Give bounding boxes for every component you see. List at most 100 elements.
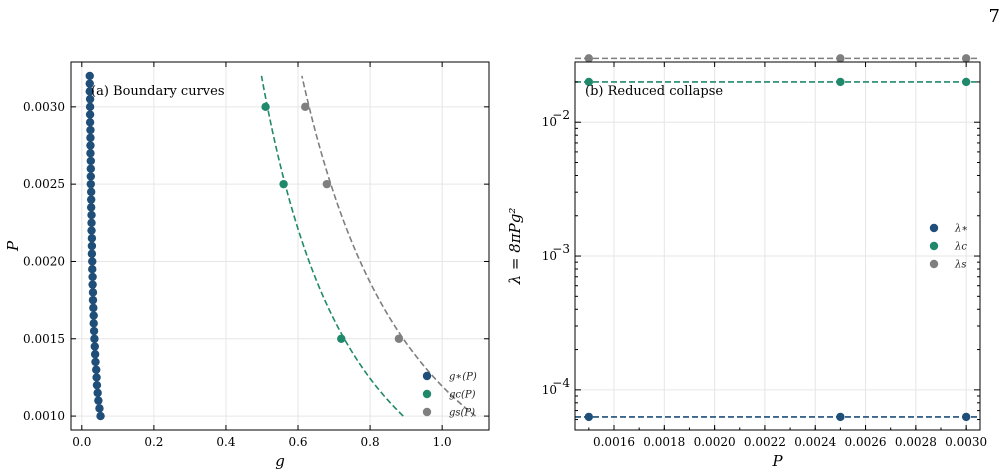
series-star-point <box>90 334 99 343</box>
x-tick-label: 0.0030 <box>945 435 987 449</box>
legend-label-star: λ∗ <box>954 224 968 235</box>
y-tick-exponent: −4 <box>552 376 570 390</box>
x-tick-label: 0.8 <box>361 435 380 449</box>
series-star-point <box>96 411 105 421</box>
series-star-point <box>90 350 100 359</box>
series-c-point <box>337 334 346 343</box>
legend-label-c: gc(P) <box>449 390 476 401</box>
series-star-point <box>86 195 96 204</box>
plot-area <box>85 71 476 421</box>
series-star-point <box>584 412 594 422</box>
series-star-point <box>89 326 99 336</box>
series-star-point <box>87 234 97 243</box>
series-star-point <box>86 149 95 158</box>
y-axis-label: P <box>4 240 22 252</box>
series-s-point <box>394 334 404 343</box>
x-axis-label: g <box>275 452 285 470</box>
series-c-point <box>961 77 971 87</box>
series-star-point <box>88 257 97 266</box>
series-star-point <box>836 412 845 422</box>
series-c-curve <box>260 75 404 417</box>
panel-b-reduced-collapse: 0.0016 0.0018 0.0020 0.0022 0.0024 0.0026 0.00… <box>506 54 987 470</box>
series-star-point <box>91 357 100 367</box>
series-star-point <box>92 373 101 382</box>
series-star-point <box>88 295 98 305</box>
series-star-point <box>88 288 98 297</box>
axes-frame <box>574 61 981 431</box>
x-tick-label: 0.0018 <box>643 435 685 449</box>
y-tick-exponent: −3 <box>552 242 570 256</box>
legend-marker-s <box>422 407 432 417</box>
axes-frame <box>70 61 490 431</box>
x-tick-label: 1.0 <box>433 435 452 449</box>
panel-title: (b) Reduced collapse <box>585 84 723 99</box>
series-c-point <box>836 77 845 87</box>
x-tick-label: 0.0026 <box>845 435 887 449</box>
series-star-point <box>90 342 99 351</box>
x-tick-label: 0.0 <box>72 435 91 449</box>
series-star-point <box>88 272 97 282</box>
legend-marker-s <box>929 259 939 269</box>
series-star-point <box>86 203 96 212</box>
series-star-point <box>85 79 94 88</box>
y-tick-label: 10 <box>542 249 557 263</box>
y-tick-exponent: −2 <box>552 108 570 122</box>
y-tick-label: 0.0015 <box>23 332 65 346</box>
series-star-point <box>86 172 96 181</box>
x-tick-label: 0.0016 <box>593 435 635 449</box>
x-tick-label: 0.0028 <box>895 435 937 449</box>
series-star-point <box>92 380 102 390</box>
series-s-point <box>961 54 971 63</box>
series-c-point <box>261 102 270 112</box>
series-star-point <box>85 94 95 104</box>
series-star-point <box>86 141 95 150</box>
x-tick-label: 0.0024 <box>794 435 836 449</box>
series-star-point <box>87 210 96 220</box>
series-star-point <box>961 412 971 422</box>
series-s-point <box>836 54 845 63</box>
legend-label-c: λc <box>954 242 967 253</box>
y-axis-label: λ = 8πPg² <box>506 208 524 286</box>
y-tick-label: 10 <box>542 383 557 397</box>
series-star-point <box>88 280 97 289</box>
series-star-point <box>85 87 94 96</box>
legend-marker-c <box>929 241 939 251</box>
legend-label-s: λs <box>954 260 966 271</box>
legend-label-s: gs(P) <box>449 408 475 419</box>
series-star-point <box>89 319 98 328</box>
legend-marker-star <box>929 223 939 233</box>
x-tick-label: 0.6 <box>288 435 307 449</box>
series-s-point <box>301 102 310 112</box>
series-s-curve <box>301 75 476 417</box>
panel-title: (a) Boundary curves <box>91 84 225 99</box>
series-s-point <box>322 179 332 189</box>
series-star-point <box>89 311 98 320</box>
series-star-point <box>86 179 96 189</box>
series-star-point <box>86 133 95 142</box>
legend-marker-c <box>422 389 432 399</box>
series-star-point <box>95 404 104 413</box>
series-star-point <box>85 110 95 119</box>
y-tick-label: 0.0020 <box>23 254 65 268</box>
legend-marker-star <box>422 371 432 381</box>
series-star-point <box>87 249 97 258</box>
y-tick-label: 0.0010 <box>23 409 65 423</box>
series-star-point <box>86 156 96 166</box>
series-c-point <box>279 179 288 189</box>
series-star-point <box>85 71 94 81</box>
series-star-point <box>92 365 101 374</box>
series-star-point <box>87 241 97 251</box>
panel-a-boundary-curves: 0.0 0.2 0.4 0.6 0.8 1.0 0.0010 0.0015 0.0020 0.00… <box>4 61 490 470</box>
x-tick-label: 0.2 <box>144 435 163 449</box>
series-star-point <box>87 218 96 228</box>
y-tick-label: 0.0025 <box>23 177 65 191</box>
series-star-point <box>89 303 98 313</box>
series-star-point <box>93 388 102 398</box>
series-c-point <box>584 77 594 87</box>
y-tick-label: 0.0030 <box>23 100 65 114</box>
series-s-point <box>584 54 594 63</box>
page-number: 7 <box>988 6 1000 27</box>
x-axis-label: P <box>771 452 783 470</box>
series-star-point <box>86 164 96 173</box>
